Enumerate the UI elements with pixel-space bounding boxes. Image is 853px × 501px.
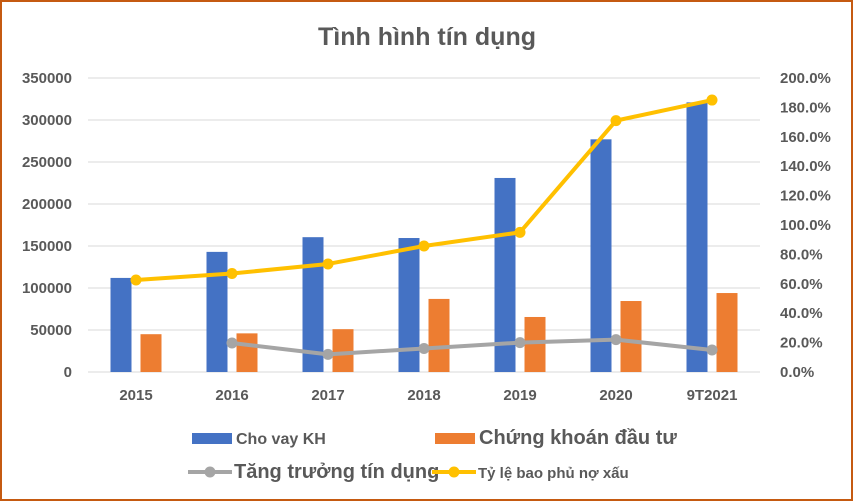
line-point xyxy=(322,348,334,360)
legend-label: Cho vay KH xyxy=(236,431,326,448)
bar-cho-vay-kh xyxy=(302,237,324,372)
y-right-tick-label: 40.0% xyxy=(780,305,823,322)
bar-cho-vay-kh xyxy=(686,102,708,373)
y-right-tick-label: 160.0% xyxy=(780,129,831,146)
x-tick-label: 9T2021 xyxy=(687,387,738,404)
line-point xyxy=(418,342,430,354)
legend-label: Tỷ lệ bao phủ nợ xấu xyxy=(478,465,629,482)
y-left-tick-label: 250000 xyxy=(22,154,72,171)
y-left-tick-label: 350000 xyxy=(22,70,72,87)
y-right-tick-label: 20.0% xyxy=(780,335,823,352)
y-left-tick-label: 50000 xyxy=(30,322,72,339)
bar-chung-khoan-dau-tu xyxy=(236,333,258,372)
line-point xyxy=(706,94,718,106)
y-right-tick-label: 80.0% xyxy=(780,246,823,263)
line-point xyxy=(226,337,238,349)
bar-chung-khoan-dau-tu xyxy=(716,293,738,372)
line-point xyxy=(514,226,526,238)
line-series xyxy=(231,337,713,357)
line-point xyxy=(706,344,718,356)
chart-title: Tình hình tín dụng xyxy=(318,23,536,51)
bar-chung-khoan-dau-tu xyxy=(524,316,546,372)
bar-cho-vay-kh xyxy=(398,238,420,372)
line-point xyxy=(418,240,430,252)
legend-swatch xyxy=(192,433,232,444)
y-right-tick-label: 180.0% xyxy=(780,99,831,116)
y-right-tick-label: 200.0% xyxy=(780,70,831,87)
bar-cho-vay-kh xyxy=(494,177,516,372)
line-point xyxy=(130,274,142,286)
legend-label: Tăng trưởng tín dụng xyxy=(234,461,439,483)
y-right-tick-label: 140.0% xyxy=(780,158,831,175)
bar-chung-khoan-dau-tu xyxy=(428,298,450,372)
x-tick-label: 2017 xyxy=(311,387,344,404)
line-point xyxy=(610,115,622,127)
y-left-tick-label: 150000 xyxy=(22,238,72,255)
y-left-tick-label: 300000 xyxy=(22,112,72,129)
line-point xyxy=(322,258,334,270)
y-left-tick-label: 0 xyxy=(64,364,72,381)
y-right-tick-label: 60.0% xyxy=(780,276,823,293)
legend-marker xyxy=(448,466,460,478)
line-point xyxy=(226,268,238,280)
y-right-tick-label: 120.0% xyxy=(780,188,831,205)
bar-cho-vay-kh xyxy=(590,139,612,372)
bar-chung-khoan-dau-tu xyxy=(140,334,162,372)
line-point xyxy=(514,337,526,349)
bar-cho-vay-kh xyxy=(206,251,228,372)
bar-cho-vay-kh xyxy=(110,277,132,372)
y-right-tick-label: 0.0% xyxy=(780,364,814,381)
y-right-tick-label: 100.0% xyxy=(780,217,831,234)
y-left-tick-label: 200000 xyxy=(22,196,72,213)
x-tick-label: 2018 xyxy=(407,387,440,404)
y-left-tick-label: 100000 xyxy=(22,280,72,297)
line-point xyxy=(610,334,622,346)
legend-label: Chứng khoán đầu tư xyxy=(479,427,677,449)
x-tick-label: 2016 xyxy=(215,387,248,404)
x-tick-label: 2019 xyxy=(503,387,536,404)
bar-chung-khoan-dau-tu xyxy=(620,301,642,372)
legend-marker xyxy=(204,466,216,478)
legend-swatch xyxy=(435,433,475,444)
x-tick-label: 2015 xyxy=(119,387,152,404)
bar-chung-khoan-dau-tu xyxy=(332,329,354,372)
x-tick-label: 2020 xyxy=(599,387,632,404)
